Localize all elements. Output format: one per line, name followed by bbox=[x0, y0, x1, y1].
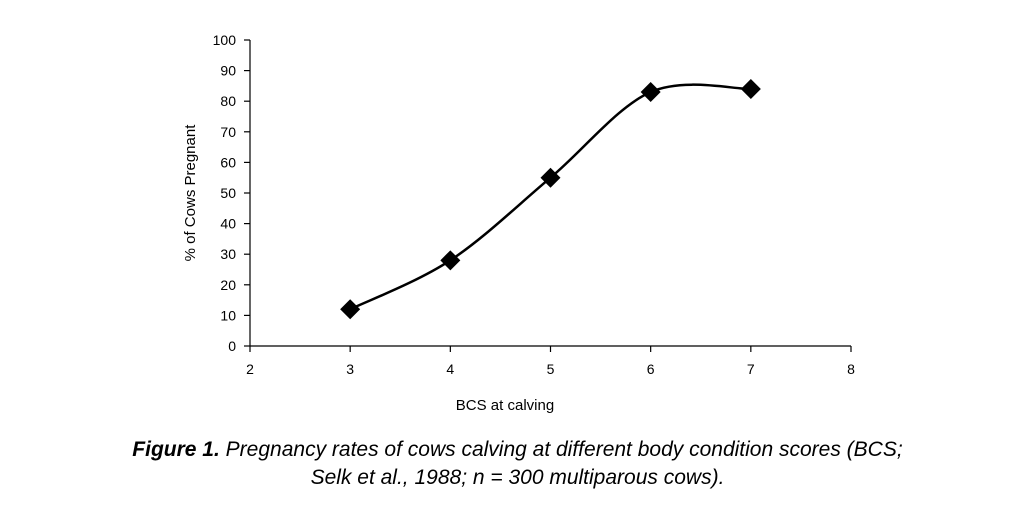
data-point bbox=[640, 82, 661, 103]
x-tick-label: 6 bbox=[647, 361, 655, 377]
chart: 0 10 20 30 40 50 60 70 80 90 100 2 3 4 5 6 7 8 BCS at cal… bbox=[182, 32, 855, 414]
y-tick-label: 50 bbox=[220, 185, 236, 201]
y-tick-label: 40 bbox=[220, 216, 236, 232]
x-tick-label: 7 bbox=[747, 361, 755, 377]
x-tick-label: 2 bbox=[246, 361, 254, 377]
y-tick-label: 20 bbox=[220, 277, 236, 293]
y-tick-label: 10 bbox=[220, 307, 236, 323]
x-tick-label: 5 bbox=[547, 361, 555, 377]
data-point bbox=[440, 250, 461, 271]
x-tick-label: 4 bbox=[446, 361, 454, 377]
data-points bbox=[340, 78, 761, 320]
figure-caption: Figure 1. Pregnancy rates of cows calvin… bbox=[0, 436, 1035, 492]
y-tick-label: 0 bbox=[228, 338, 236, 354]
y-tick-label: 60 bbox=[220, 154, 236, 170]
trend-line bbox=[349, 83, 751, 311]
data-point bbox=[740, 78, 761, 99]
data-point bbox=[540, 167, 561, 188]
x-axis-label: BCS at calving bbox=[456, 397, 554, 414]
x-tick-label: 8 bbox=[847, 361, 855, 377]
y-tick-label: 80 bbox=[220, 93, 236, 109]
y-tick-label: 70 bbox=[220, 124, 236, 140]
axes bbox=[244, 39, 852, 352]
y-tick-label: 90 bbox=[220, 63, 236, 79]
data-point bbox=[340, 299, 361, 320]
y-tick-label: 100 bbox=[213, 32, 237, 48]
x-tick-label: 3 bbox=[346, 361, 354, 377]
y-axis-label: % of Cows Pregnant bbox=[182, 124, 199, 262]
caption-text-line-2: Selk et al., 1988; n = 300 multiparous c… bbox=[310, 466, 725, 489]
caption-text-line-1: Pregnancy rates of cows calving at diffe… bbox=[225, 438, 903, 461]
figure-label: Figure 1. bbox=[132, 438, 220, 461]
y-tick-label: 30 bbox=[220, 246, 236, 262]
tick-labels: 0 10 20 30 40 50 60 70 80 90 100 2 3 4 5 6 7 8 bbox=[213, 32, 855, 377]
